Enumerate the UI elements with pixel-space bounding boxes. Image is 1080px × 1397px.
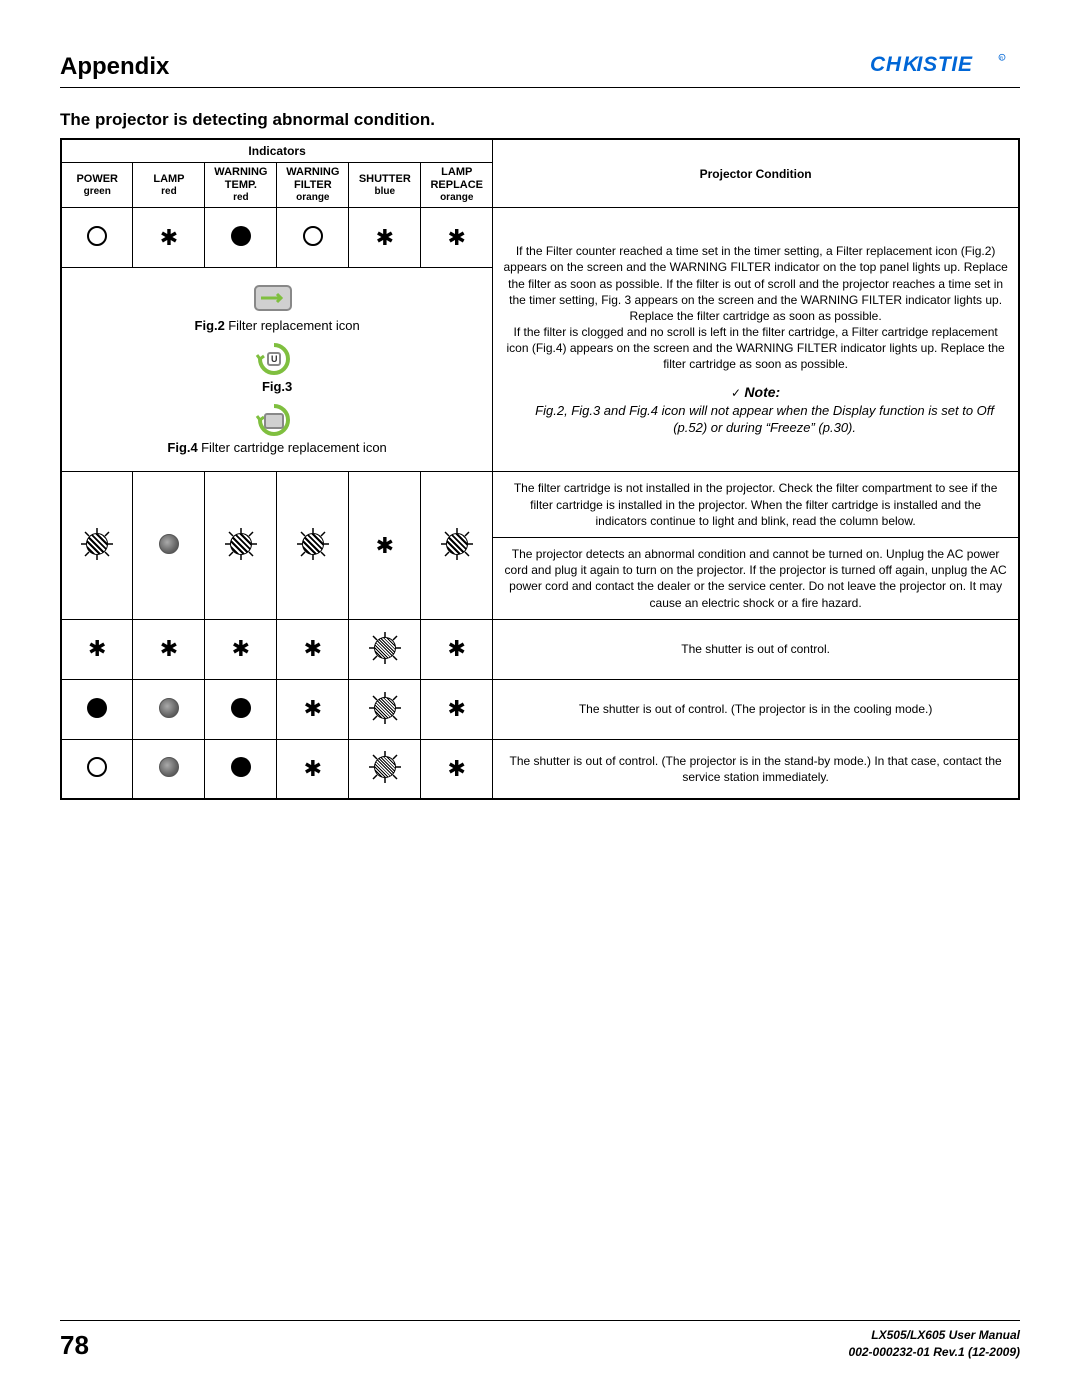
solid-circle-icon	[231, 757, 251, 777]
svg-text:ISTIE: ISTIE	[917, 53, 974, 76]
footer-right: LX505/LX605 User Manual 002-000232-01 Re…	[849, 1327, 1020, 1361]
indicator-cell	[421, 472, 493, 619]
table-row: ✱ ✱ ✱ ✱ ✱ The shutter is out of control.	[61, 619, 1019, 679]
table-row: ✱ ✱ The shutter is out of control. (The …	[61, 679, 1019, 739]
doc-id: 002-000232-01 Rev.1 (12-2009)	[849, 1344, 1020, 1361]
figure-cell: Fig.2 Filter replacement icon U Fig.3 Fi…	[61, 268, 493, 472]
condition-cell: The shutter is out of control. (The proj…	[493, 679, 1019, 739]
table-row: ✱ ✱ ✱ If the Filter counter reached a ti…	[61, 208, 1019, 268]
indicator-cell	[133, 472, 205, 619]
open-circle-icon	[87, 226, 107, 246]
indicator-cell: ✱	[421, 208, 493, 268]
page-subtitle: The projector is detecting abnormal cond…	[60, 110, 1020, 130]
indicator-cell	[277, 472, 349, 619]
star-icon: ✱	[448, 696, 466, 721]
dim-circle-icon	[159, 698, 179, 718]
star-icon: ✱	[448, 756, 466, 781]
filter-replacement-icon	[251, 278, 297, 318]
open-circle-icon	[303, 226, 323, 246]
dim-circle-icon	[159, 534, 179, 554]
indicator-cell	[61, 208, 133, 268]
indicator-cell: ✱	[133, 619, 205, 679]
indicator-cell	[133, 679, 205, 739]
star-icon: ✱	[304, 696, 322, 721]
col-warning-filter: WARNINGFILTERorange	[277, 163, 349, 208]
col-power: POWERgreen	[61, 163, 133, 208]
indicator-cell: ✱	[349, 208, 421, 268]
blinking-dense-icon	[374, 756, 396, 781]
brand-logo: CH K ISTIE R	[870, 50, 1020, 83]
indicator-cell	[349, 619, 421, 679]
fig3-icon: U	[251, 339, 297, 379]
blinking-dense-icon	[374, 697, 396, 722]
table-row: ✱ The filter cartridge is not installed …	[61, 472, 1019, 538]
indicators-table: Indicators Projector Condition POWERgree…	[60, 138, 1020, 800]
indicator-cell	[205, 472, 277, 619]
blinking-hatched-icon	[446, 533, 468, 558]
condition-cell: The shutter is out of control. (The proj…	[493, 739, 1019, 799]
star-icon: ✱	[304, 756, 322, 781]
svg-text:U: U	[271, 354, 278, 364]
open-circle-icon	[87, 757, 107, 777]
star-icon: ✱	[376, 533, 394, 558]
indicator-cell: ✱	[61, 619, 133, 679]
page-header: Appendix CH K ISTIE R	[60, 50, 1020, 88]
svg-text:CH: CH	[870, 53, 902, 76]
page-number: 78	[60, 1330, 89, 1361]
condition-cell: The projector detects an abnormal condit…	[493, 537, 1019, 619]
section-title: Appendix	[60, 53, 169, 81]
filter-cartridge-icon	[251, 400, 297, 440]
page-footer: 78 LX505/LX605 User Manual 002-000232-01…	[60, 1320, 1020, 1361]
indicators-heading: Indicators	[61, 139, 493, 163]
indicator-cell	[205, 679, 277, 739]
indicator-cell	[61, 472, 133, 619]
blinking-hatched-icon	[302, 533, 324, 558]
col-shutter: SHUTTERblue	[349, 163, 421, 208]
indicator-cell	[349, 739, 421, 799]
col-lamp-replace: LAMPREPLACEorange	[421, 163, 493, 208]
indicator-cell	[205, 208, 277, 268]
star-icon: ✱	[88, 636, 106, 661]
col-warning-temp: WARNINGTEMP.red	[205, 163, 277, 208]
indicator-cell	[349, 679, 421, 739]
indicator-cell: ✱	[205, 619, 277, 679]
condition-heading: Projector Condition	[493, 139, 1019, 208]
blinking-hatched-icon	[86, 533, 108, 558]
star-icon: ✱	[304, 636, 322, 661]
indicator-cell	[61, 679, 133, 739]
indicator-cell: ✱	[421, 679, 493, 739]
star-icon: ✱	[448, 636, 466, 661]
blinking-hatched-icon	[230, 533, 252, 558]
dim-circle-icon	[159, 757, 179, 777]
col-lamp: LAMPred	[133, 163, 205, 208]
manual-title: LX505/LX605 User Manual	[849, 1327, 1020, 1344]
condition-cell: The shutter is out of control.	[493, 619, 1019, 679]
condition-cell: If the Filter counter reached a time set…	[493, 208, 1019, 472]
indicator-cell: ✱	[421, 739, 493, 799]
indicator-cell: ✱	[349, 472, 421, 619]
solid-circle-icon	[231, 226, 251, 246]
star-icon: ✱	[448, 225, 466, 250]
indicator-cell	[277, 208, 349, 268]
indicator-cell: ✱	[133, 208, 205, 268]
indicator-cell: ✱	[277, 619, 349, 679]
solid-circle-icon	[87, 698, 107, 718]
indicator-cell	[133, 739, 205, 799]
blinking-dense-icon	[374, 637, 396, 662]
table-row: ✱ ✱ The shutter is out of control. (The …	[61, 739, 1019, 799]
indicator-cell: ✱	[277, 679, 349, 739]
indicator-cell: ✱	[277, 739, 349, 799]
indicator-cell: ✱	[421, 619, 493, 679]
star-icon: ✱	[160, 636, 178, 661]
solid-circle-icon	[231, 698, 251, 718]
star-icon: ✱	[376, 225, 394, 250]
indicator-cell	[205, 739, 277, 799]
star-icon: ✱	[232, 636, 250, 661]
star-icon: ✱	[160, 225, 178, 250]
indicator-cell	[61, 739, 133, 799]
condition-cell: The filter cartridge is not installed in…	[493, 472, 1019, 538]
